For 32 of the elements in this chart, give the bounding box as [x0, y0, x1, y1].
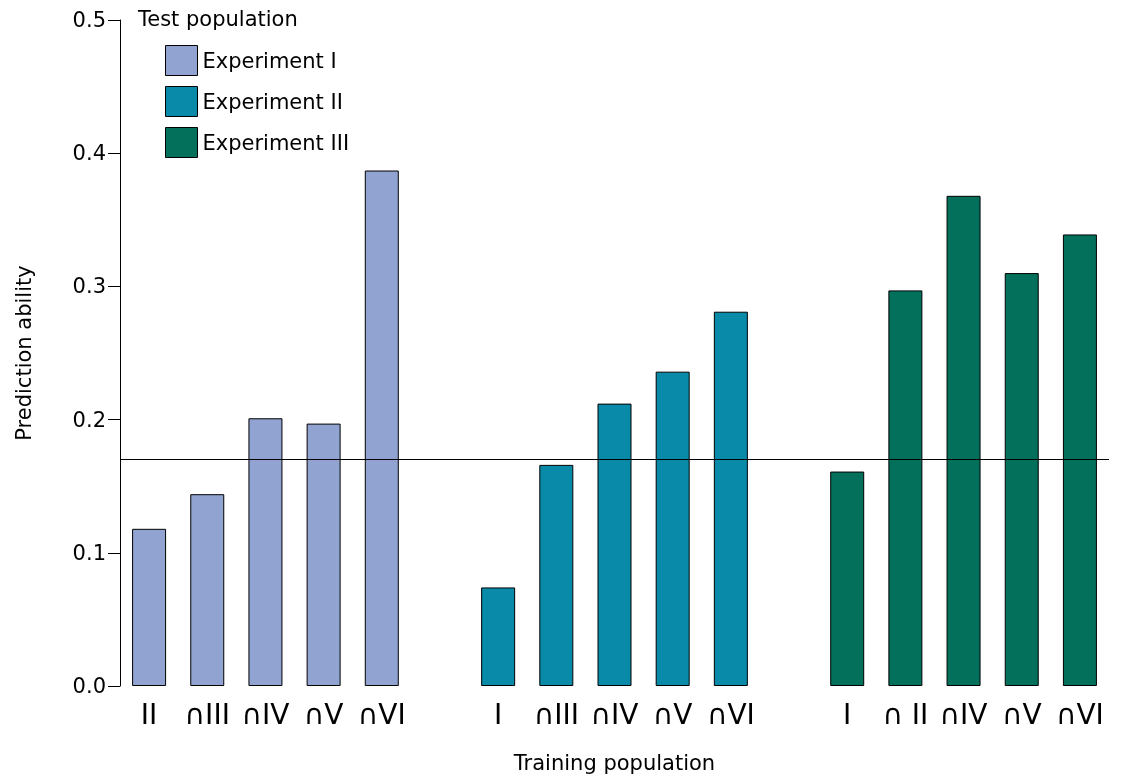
x-tick-label: ∩VI [706, 697, 755, 731]
bar [830, 471, 865, 686]
legend-title: Test population [137, 6, 298, 31]
x-tick-label: ∩VI [1055, 697, 1104, 731]
legend-label: Experiment III [202, 130, 350, 155]
x-tick-label: I [494, 697, 503, 731]
legend-label: Experiment II [202, 89, 343, 114]
x-tick-label: ∩III [184, 697, 230, 731]
bar [539, 464, 574, 686]
x-tick-label: ∩IV [590, 697, 639, 731]
x-tick-label: ∩VI [357, 697, 406, 731]
y-tick-label: 0.5 [72, 8, 106, 32]
x-tick-label: II [140, 697, 158, 731]
bar [481, 587, 516, 686]
x-axis-title: Training population [512, 750, 716, 775]
y-tick-label: 0.4 [72, 141, 106, 166]
legend-label: Experiment I [202, 48, 337, 73]
y-tick-label: 0.3 [72, 274, 106, 299]
y-tick-label: 0.0 [72, 674, 106, 698]
x-tick-label: ∩ II [882, 697, 929, 731]
x-tick-label: I [843, 697, 852, 731]
x-tick-label: ∩IV [939, 697, 988, 731]
y-axis-title: Prediction ability [11, 265, 36, 441]
bar [132, 528, 167, 686]
bar [190, 494, 225, 686]
x-tick-label: ∩III [533, 697, 579, 731]
x-tick-label: ∩IV [241, 697, 290, 731]
x-tick-label: ∩V [1001, 697, 1042, 731]
x-tick-label: ∩V [652, 697, 693, 731]
y-tick-label: 0.2 [72, 407, 106, 432]
y-tick-label: 0.1 [72, 540, 106, 565]
x-tick-label: ∩V [303, 697, 344, 731]
